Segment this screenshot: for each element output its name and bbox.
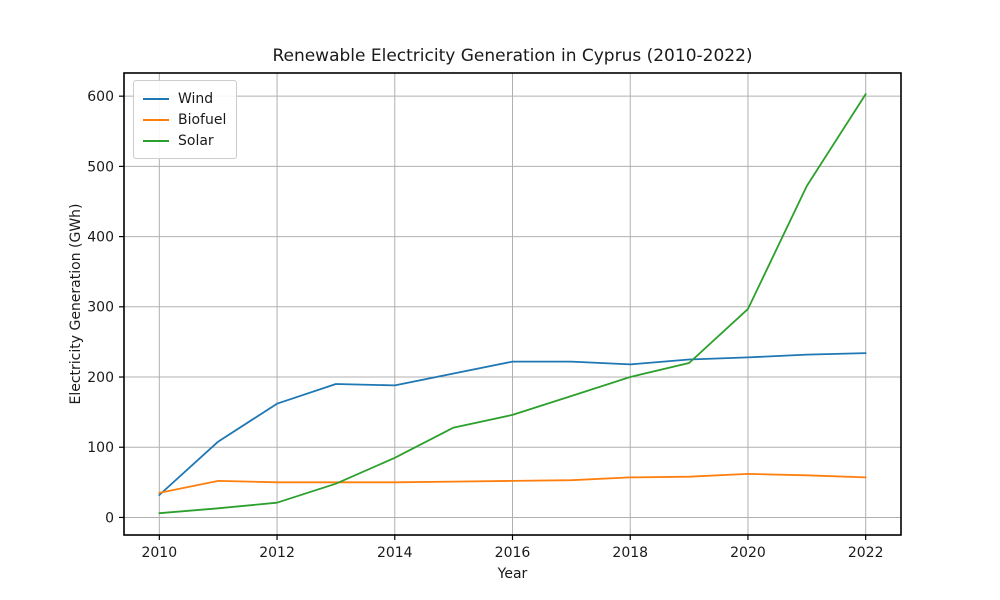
y-tick-label: 500 <box>87 159 114 175</box>
legend: Wind Biofuel Solar <box>133 80 238 159</box>
legend-entry-solar: Solar <box>143 130 226 151</box>
y-tick-label: 600 <box>87 89 114 105</box>
y-axis-label: Electricity Generation (GWh) <box>68 203 84 405</box>
y-tick-label: 400 <box>87 229 114 245</box>
y-tick-label: 300 <box>87 300 114 316</box>
y-tick-label: 200 <box>87 370 114 386</box>
legend-label: Wind <box>178 90 214 107</box>
x-axis-label: Year <box>497 566 528 582</box>
x-tick-label: 2016 <box>495 545 531 561</box>
legend-label: Biofuel <box>178 111 227 128</box>
chart-title: Renewable Electricity Generation in Cypr… <box>272 46 753 66</box>
legend-line-swatch <box>143 118 169 121</box>
legend-entry-biofuel: Biofuel <box>143 109 226 130</box>
series-line-wind <box>158 352 867 496</box>
y-tick-label: 100 <box>87 440 114 456</box>
x-tick-label: 2012 <box>259 545 295 561</box>
x-tick-label: 2022 <box>848 545 884 561</box>
x-tick-label: 2018 <box>612 545 648 561</box>
x-tick-label: 2020 <box>730 545 766 561</box>
x-tick-label: 2010 <box>141 545 177 561</box>
legend-label: Solar <box>178 132 214 149</box>
x-tick-label: 2014 <box>377 545 413 561</box>
legend-line-swatch <box>143 139 169 142</box>
y-tick-label: 0 <box>105 510 114 526</box>
series-line-biofuel <box>158 472 867 494</box>
series-line-solar <box>158 93 867 515</box>
legend-line-swatch <box>143 97 169 100</box>
legend-entry-wind: Wind <box>143 88 226 109</box>
